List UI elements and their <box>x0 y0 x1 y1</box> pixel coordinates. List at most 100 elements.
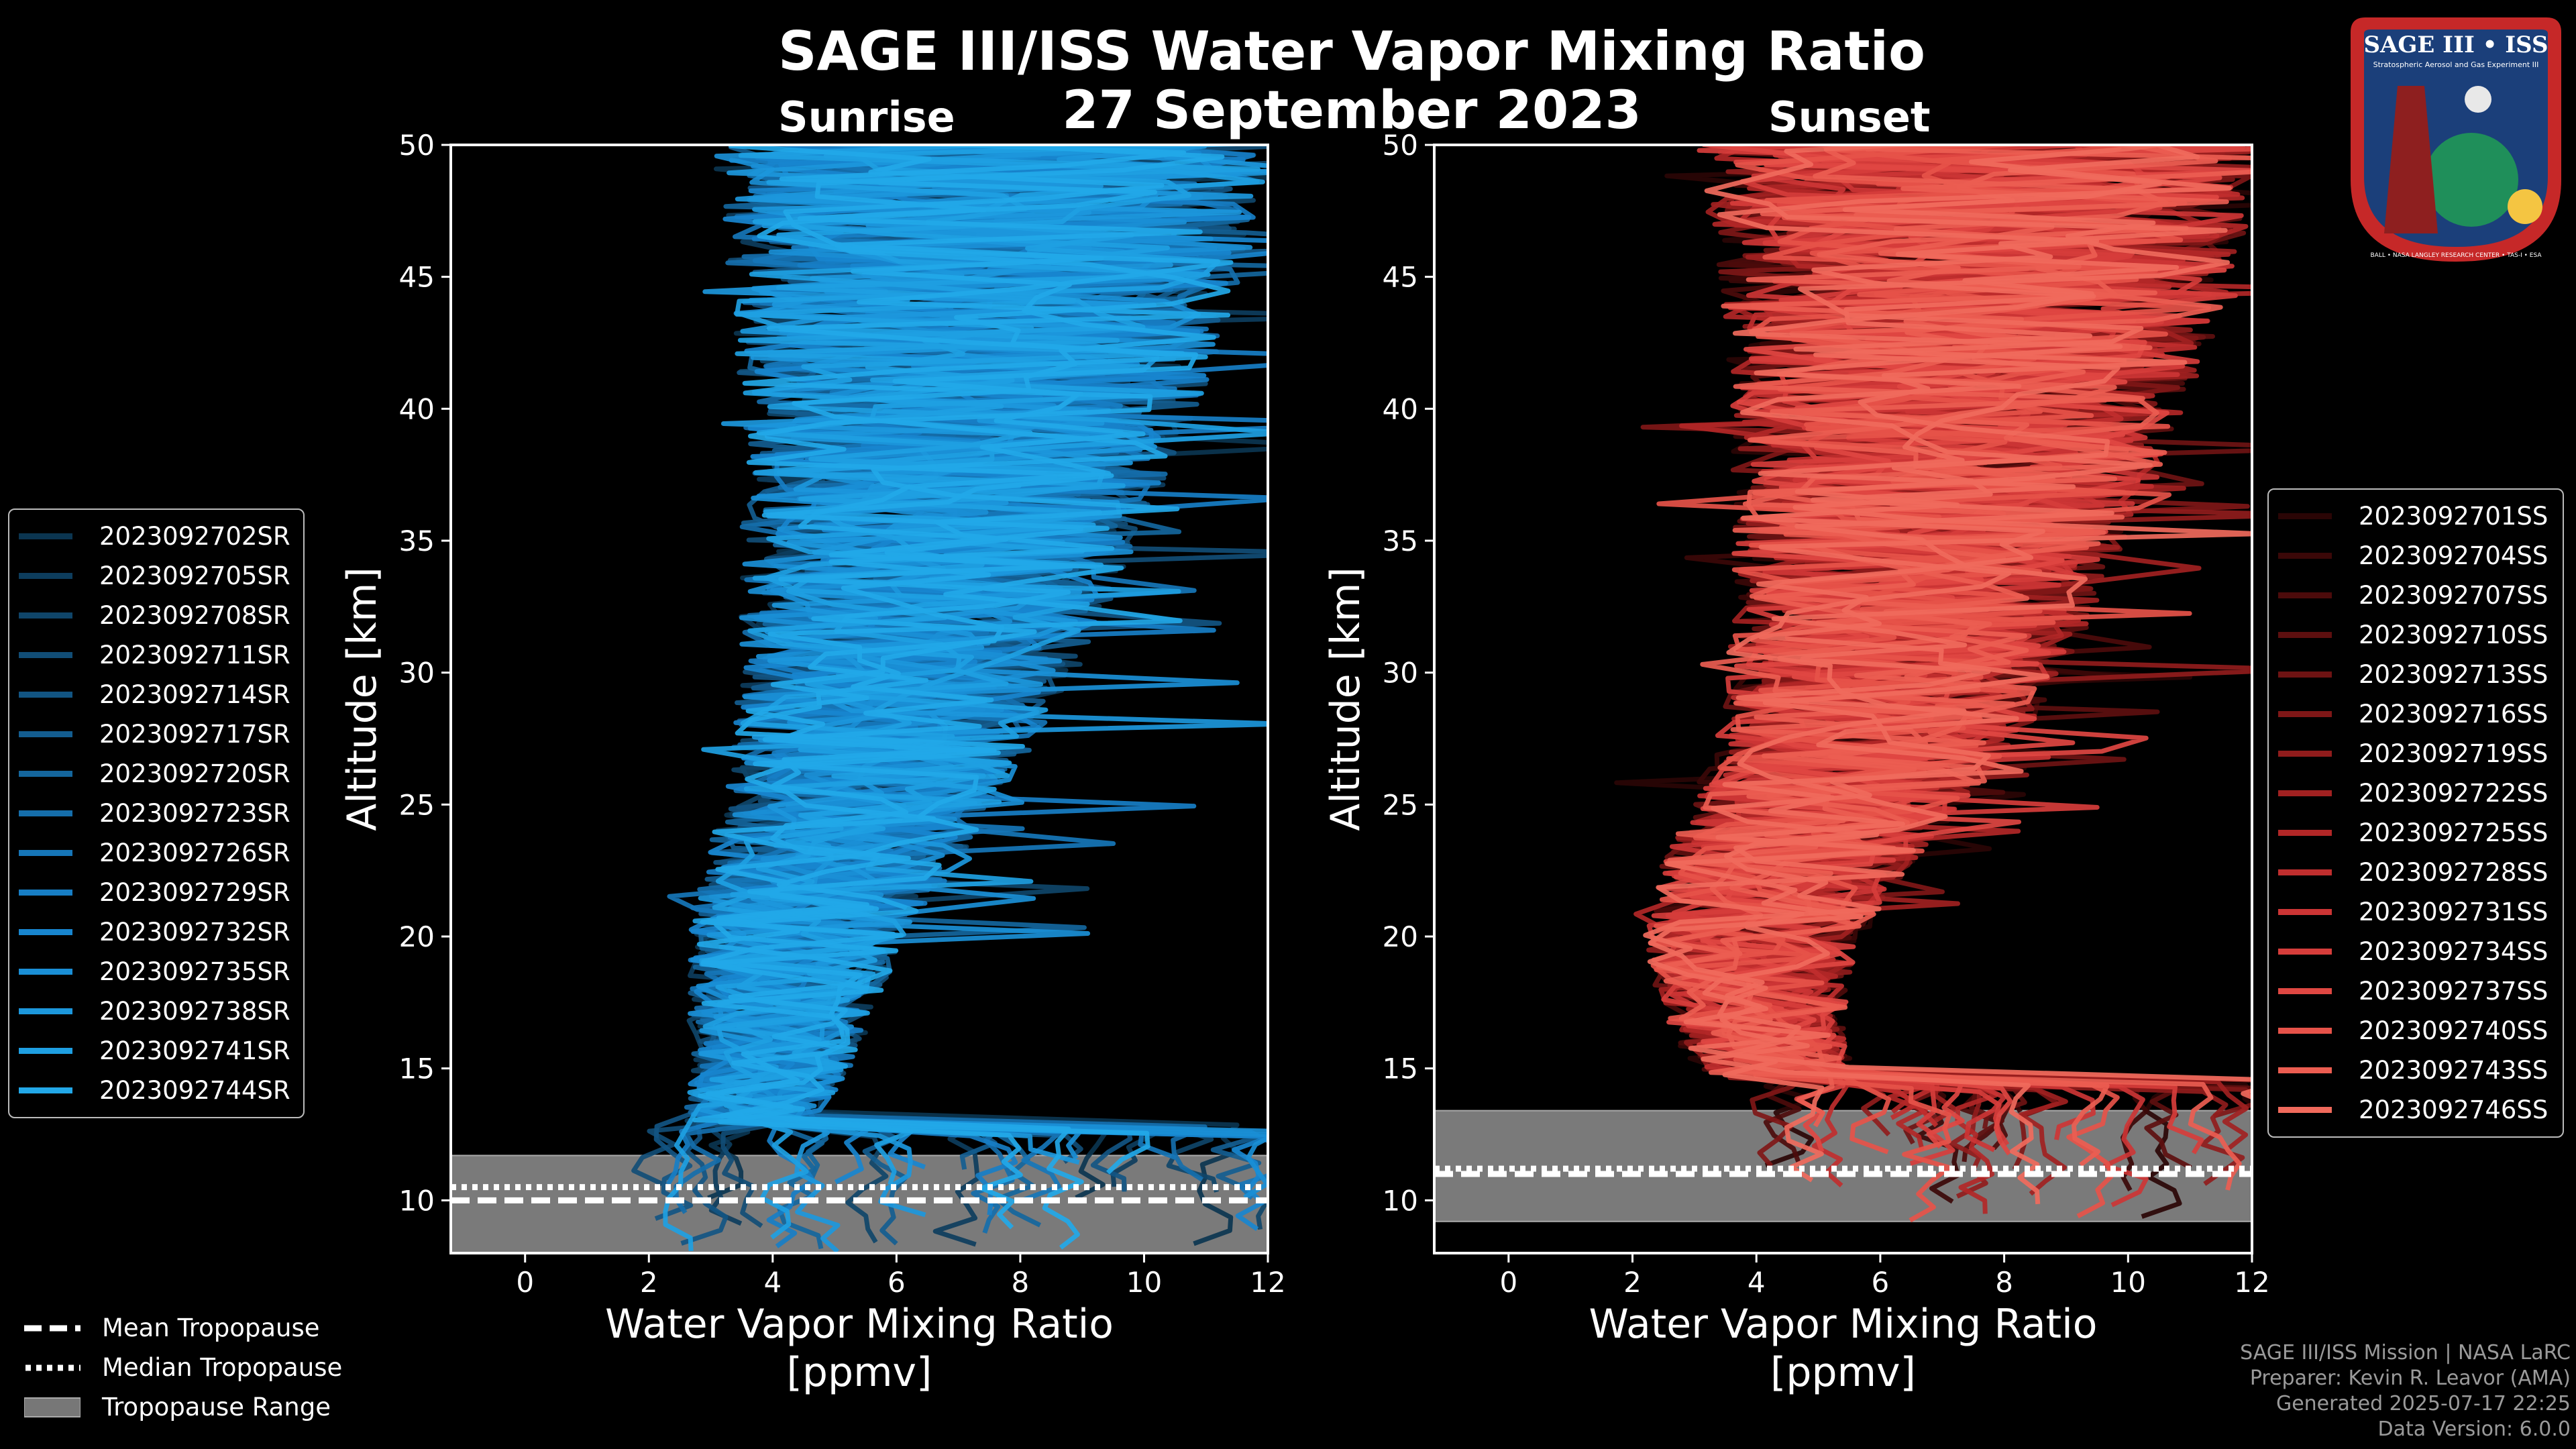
legend-item-2023092719SS: 2023092719SS <box>2278 734 2553 773</box>
y-tick-label: 20 <box>1383 920 1418 953</box>
y-tick-label: 10 <box>1383 1184 1418 1217</box>
legend-mean-tropopause: Mean Tropopause <box>24 1308 342 1348</box>
x-axis-label: Water Vapor Mixing Ratio [ppmv] <box>605 1301 1114 1396</box>
legend-swatch <box>19 810 72 816</box>
legend-item-2023092710SS: 2023092710SS <box>2278 615 2553 655</box>
x-tick-label: 12 <box>2234 1266 2269 1299</box>
x-tick-label: 10 <box>1126 1266 1162 1299</box>
logo-title: SAGE III • ISS <box>2363 32 2548 58</box>
legend-swatch <box>2278 1028 2332 1034</box>
sunset-legend: 2023092701SS 2023092704SS 2023092707SS 2023… <box>2267 488 2564 1138</box>
profile-lines <box>631 145 1268 1253</box>
legend-swatch <box>2278 909 2332 915</box>
legend-swatch <box>19 533 72 539</box>
legend-label: 2023092719SS <box>2359 739 2548 768</box>
chart-title: SAGE III/ISS Water Vapor Mixing Ratio <box>777 20 1926 83</box>
legend-label: 2023092707SS <box>2359 581 2548 610</box>
legend-swatch <box>2278 592 2332 598</box>
y-tick-label: 45 <box>399 261 435 294</box>
tropopause-legend: Mean Tropopause Median Tropopause Tropop… <box>24 1308 342 1427</box>
logo-moon <box>2465 86 2491 113</box>
mean-tropopause-swatch <box>24 1325 80 1331</box>
legend-label: 2023092732SR <box>99 918 290 947</box>
legend-item-2023092723SR: 2023092723SR <box>19 794 294 833</box>
legend-label: 2023092713SS <box>2359 660 2548 689</box>
tropopause-range-label: Tropopause Range <box>102 1393 331 1421</box>
median-tropopause-label: Median Tropopause <box>102 1353 343 1382</box>
profile-2023092741SR <box>712 145 1265 1185</box>
legend-item-2023092744SR: 2023092744SR <box>19 1071 294 1110</box>
y-tick-label: 30 <box>399 657 435 690</box>
legend-label: 2023092701SS <box>2359 502 2548 531</box>
legend-swatch <box>2278 1067 2332 1073</box>
legend-swatch <box>19 573 72 579</box>
legend-item-2023092705SR: 2023092705SR <box>19 556 294 596</box>
legend-item-2023092731SS: 2023092731SS <box>2278 892 2553 932</box>
legend-swatch <box>2278 553 2332 559</box>
legend-item-2023092728SS: 2023092728SS <box>2278 853 2553 892</box>
y-tick-label: 25 <box>399 788 435 821</box>
sunset-panel-label: Sunset <box>1768 93 1931 142</box>
legend-item-2023092740SS: 2023092740SS <box>2278 1011 2553 1051</box>
x-tick-label: 8 <box>1012 1266 1030 1299</box>
profile-2023092746SS <box>1648 145 2252 1183</box>
x-axis-label: Water Vapor Mixing Ratio [ppmv] <box>1589 1301 2098 1396</box>
legend-label: 2023092714SR <box>99 680 290 709</box>
x-tick-label: 10 <box>2110 1266 2146 1299</box>
legend-item-2023092746SS: 2023092746SS <box>2278 1090 2553 1130</box>
legend-item-2023092717SR: 2023092717SR <box>19 714 294 754</box>
legend-swatch <box>2278 632 2332 638</box>
y-tick-label: 20 <box>399 920 435 953</box>
x-tick-label: 2 <box>640 1266 658 1299</box>
sunrise-panel-label: Sunrise <box>778 93 955 142</box>
x-tick-label: 0 <box>1499 1266 1517 1299</box>
credits-mission: SAGE III/ISS Mission | NASA LaRC <box>2240 1341 2571 1364</box>
legend-item-2023092735SR: 2023092735SR <box>19 952 294 991</box>
legend-swatch <box>19 890 72 896</box>
legend-label: 2023092725SS <box>2359 818 2548 847</box>
credits-preparer: Preparer: Kevin R. Leavor (AMA) <box>2249 1366 2571 1390</box>
legend-median-tropopause: Median Tropopause <box>24 1348 342 1387</box>
profile-lines <box>1614 145 2252 1223</box>
legend-label: 2023092702SR <box>99 522 290 551</box>
y-axis-label: Altitude [km] <box>1322 567 1369 831</box>
x-tick-label: 12 <box>1250 1266 1285 1299</box>
y-tick-label: 15 <box>1383 1053 1418 1085</box>
legend-swatch <box>19 929 72 935</box>
legend-item-2023092729SR: 2023092729SR <box>19 873 294 912</box>
y-tick-label: 50 <box>1383 129 1418 162</box>
axes-frame <box>449 144 1269 1254</box>
legend-label: 2023092711SR <box>99 641 290 669</box>
y-tick-label: 40 <box>399 392 435 425</box>
legend-item-2023092711SR: 2023092711SR <box>19 635 294 675</box>
logo-ring-text: BALL • NASA LANGLEY RESEARCH CENTER • TA… <box>2370 252 2542 259</box>
y-tick-label: 50 <box>399 129 435 162</box>
legend-item-2023092722SS: 2023092722SS <box>2278 773 2553 813</box>
logo-earth <box>2424 133 2518 227</box>
legend-label: 2023092704SS <box>2359 541 2548 570</box>
legend-label: 2023092722SS <box>2359 779 2548 808</box>
mean-tropopause-label: Mean Tropopause <box>102 1313 320 1342</box>
chart-date: 27 September 2023 <box>1062 80 1642 141</box>
legend-label: 2023092705SR <box>99 561 290 590</box>
sunrise-panel: 0 2 4 6 8 10 12 10 15 20 25 30 35 40 45 50 Water Vapor M… <box>339 129 1286 1396</box>
legend-swatch <box>2278 790 2332 796</box>
legend-label: 2023092746SS <box>2359 1095 2548 1124</box>
legend-label: 2023092729SR <box>99 878 290 907</box>
legend-label: 2023092731SS <box>2359 898 2548 926</box>
logo-wizard <box>2384 86 2438 233</box>
legend-swatch <box>2278 869 2332 875</box>
legend-swatch <box>19 1087 72 1093</box>
x-tick-label: 0 <box>516 1266 534 1299</box>
legend-label: 2023092723SR <box>99 799 290 828</box>
legend-swatch <box>19 969 72 975</box>
x-tick-label: 6 <box>1872 1266 1890 1299</box>
legend-swatch <box>19 692 72 698</box>
median-tropopause-swatch <box>25 1364 80 1371</box>
y-tick-label: 45 <box>1383 261 1418 294</box>
legend-item-2023092743SS: 2023092743SS <box>2278 1051 2553 1090</box>
x-tick-label: 4 <box>1748 1266 1766 1299</box>
x-tick-label: 2 <box>1623 1266 1642 1299</box>
legend-swatch <box>2278 988 2332 994</box>
